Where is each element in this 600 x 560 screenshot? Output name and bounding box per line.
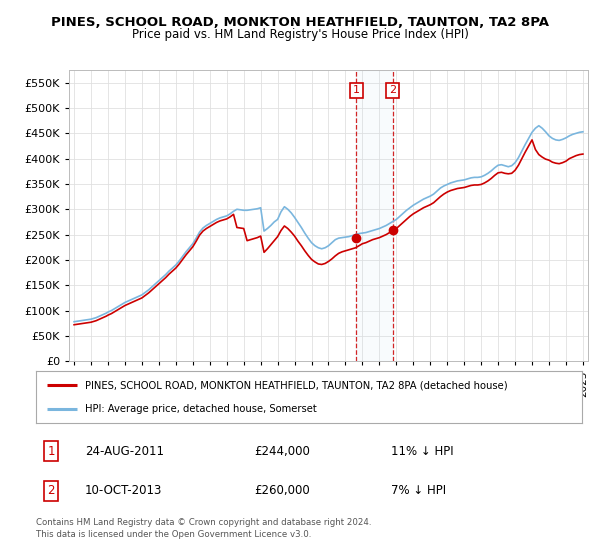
Text: 1: 1 bbox=[353, 85, 360, 95]
Text: HPI: Average price, detached house, Somerset: HPI: Average price, detached house, Some… bbox=[85, 404, 317, 414]
Text: 7% ↓ HPI: 7% ↓ HPI bbox=[391, 484, 446, 497]
Text: 1: 1 bbox=[47, 445, 55, 458]
Text: 24-AUG-2011: 24-AUG-2011 bbox=[85, 445, 164, 458]
Text: 11% ↓ HPI: 11% ↓ HPI bbox=[391, 445, 454, 458]
Text: PINES, SCHOOL ROAD, MONKTON HEATHFIELD, TAUNTON, TA2 8PA: PINES, SCHOOL ROAD, MONKTON HEATHFIELD, … bbox=[51, 16, 549, 29]
Bar bbox=[356, 70, 392, 361]
Text: PINES, SCHOOL ROAD, MONKTON HEATHFIELD, TAUNTON, TA2 8PA (detached house): PINES, SCHOOL ROAD, MONKTON HEATHFIELD, … bbox=[85, 380, 508, 390]
Text: 10-OCT-2013: 10-OCT-2013 bbox=[85, 484, 163, 497]
Text: Price paid vs. HM Land Registry's House Price Index (HPI): Price paid vs. HM Land Registry's House … bbox=[131, 28, 469, 41]
Text: 2: 2 bbox=[389, 85, 396, 95]
Text: 2: 2 bbox=[47, 484, 55, 497]
Text: £260,000: £260,000 bbox=[254, 484, 310, 497]
Text: Contains HM Land Registry data © Crown copyright and database right 2024.
This d: Contains HM Land Registry data © Crown c… bbox=[36, 518, 371, 539]
Text: £244,000: £244,000 bbox=[254, 445, 310, 458]
